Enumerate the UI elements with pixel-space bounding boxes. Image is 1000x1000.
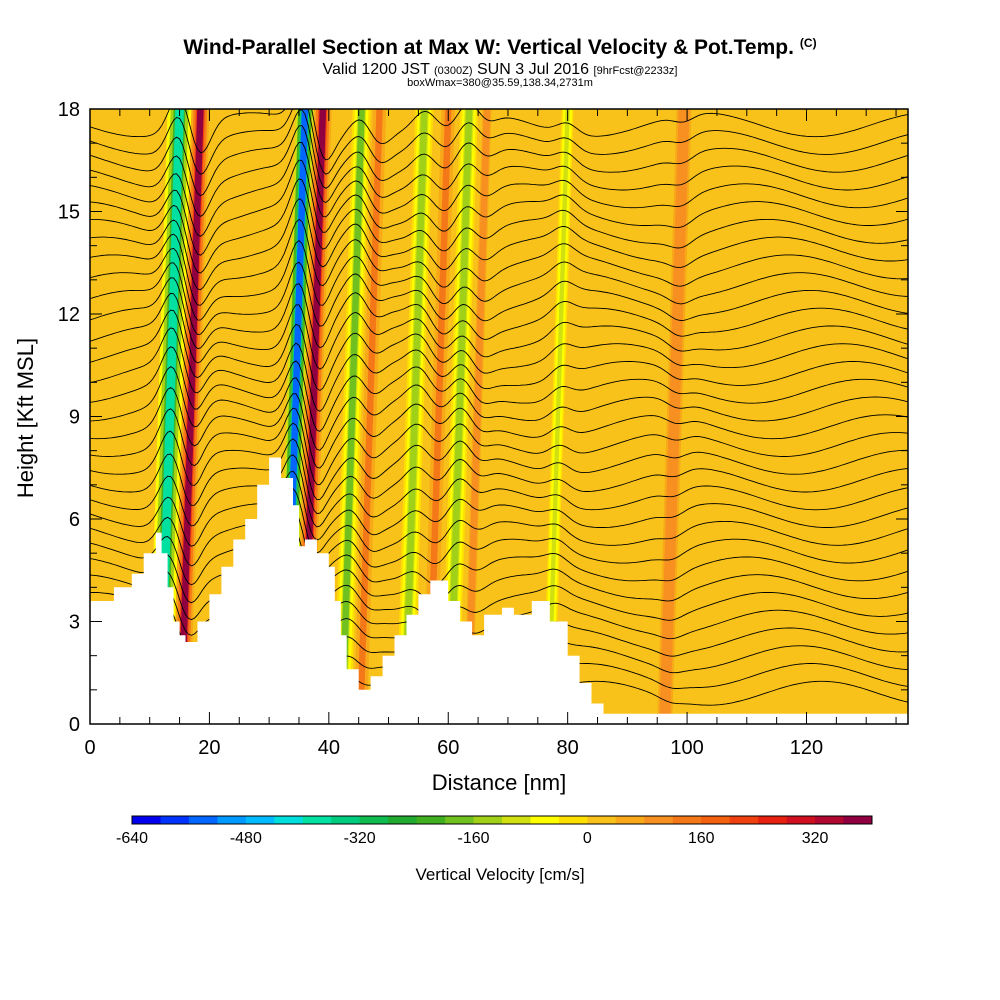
valid-time-line: Valid 1200 JST (0300Z) SUN 3 Jul 2016 [9… [0, 61, 1000, 79]
colorbar-swatch [701, 816, 731, 824]
velocity-core [177, 109, 204, 724]
colorbar-swatch [558, 816, 588, 824]
colorbar-swatch [132, 816, 161, 824]
x-tick-label: 100 [670, 737, 703, 759]
theta-contour [90, 346, 908, 432]
colorbar-swatch [843, 816, 873, 824]
valid-time-main: Valid 1200 JST [322, 61, 430, 78]
theta-contour [90, 109, 908, 175]
terrain-profile [90, 457, 908, 724]
colorbar-label: 160 [688, 830, 715, 847]
colorbar-swatch [473, 816, 503, 824]
theta-contour [90, 292, 908, 370]
axes: 0 20 40 60 80 100 120 0 3 6 9 12 15 18 [58, 99, 908, 759]
colorbar-swatch [359, 816, 389, 824]
colorbar-frame [131, 815, 873, 825]
velocity-core [446, 109, 473, 724]
chart-title-text: Wind-Parallel Section at Max W: Vertical… [183, 36, 794, 59]
y-axis-title: Height [Kft MSL] [13, 338, 38, 498]
colorbar-swatch [530, 816, 560, 824]
valid-time-utc: (0300Z) [434, 65, 473, 77]
colorbar-swatch [331, 816, 361, 824]
theta-contour [90, 125, 908, 217]
y-tick-label: 3 [69, 612, 80, 634]
colorbar-swatch [672, 816, 702, 824]
colorbar-swatch [587, 816, 617, 824]
colorbar-swatch [217, 816, 247, 824]
theta-contour [90, 277, 908, 350]
colorbar-label: -480 [230, 830, 262, 847]
theta-contour [90, 488, 908, 567]
colorbar-label: 0 [583, 830, 592, 847]
velocity-core [546, 109, 570, 724]
velocity-core [357, 109, 383, 724]
colorbar-label: 320 [802, 830, 829, 847]
x-tick-label: 20 [198, 737, 220, 759]
colorbar-swatch [758, 816, 788, 824]
theta-contour [90, 109, 908, 161]
theta-contour [90, 141, 908, 237]
colorbar-label: -160 [458, 830, 490, 847]
theta-contour [90, 506, 908, 586]
y-tick-label: 15 [58, 202, 80, 224]
x-tick-label: 60 [437, 737, 459, 759]
velocity-core [425, 109, 452, 724]
x-tick-label: 80 [557, 737, 579, 759]
theta-contour [90, 454, 908, 528]
terrain-mask [90, 457, 908, 724]
theta-contour [90, 470, 908, 547]
velocity-core [659, 109, 690, 724]
theta-contour [90, 218, 908, 306]
colorbar-swatch [388, 816, 418, 824]
theta-contour [90, 438, 908, 515]
colorbar-swatch [644, 816, 674, 824]
y-tick-label: 18 [58, 99, 80, 121]
colorbar-swatch [302, 816, 332, 824]
colorbar-label: -640 [116, 830, 148, 847]
theta-contour [90, 240, 908, 321]
copyright-mark: (C) [799, 36, 817, 50]
theta-contour [90, 422, 908, 501]
x-tick-label: 40 [318, 737, 340, 759]
colorbar: -640 -480 -320 -160 0 160 320 [116, 815, 873, 847]
theta-contour [90, 386, 908, 469]
colorbar-label: -320 [344, 830, 376, 847]
y-tick-label: 6 [69, 509, 80, 531]
box-max-info: boxWmax=380@35.59,138.34,2731m [407, 77, 593, 89]
colorbar-swatch [615, 816, 645, 824]
y-tick-label: 12 [58, 304, 80, 326]
colorbar-title: Vertical Velocity [cm/s] [415, 865, 584, 884]
theta-contour [90, 198, 908, 291]
theta-contour [90, 366, 908, 451]
colorbar-swatch [445, 816, 475, 824]
x-tick-label: 120 [790, 737, 823, 759]
velocity-core [464, 109, 491, 724]
colorbar-swatch [188, 816, 218, 824]
chart-title: Wind-Parallel Section at Max W: Vertical… [0, 36, 1000, 60]
colorbar-swatch [815, 816, 845, 824]
theta-contour [90, 327, 908, 412]
valid-date: SUN 3 Jul 2016 [477, 61, 590, 78]
theta-contour [90, 109, 908, 197]
colorbar-swatch [274, 816, 304, 824]
x-axis-title: Distance [nm] [432, 770, 567, 795]
y-tick-label: 9 [69, 407, 80, 429]
theta-contour [90, 407, 908, 486]
colorbar-swatch [786, 816, 816, 824]
y-tick-label: 0 [69, 714, 80, 736]
theta-contour [90, 159, 908, 256]
colorbar-swatch [160, 816, 190, 824]
theta-contour [90, 309, 908, 392]
forecast-info: [9hrFcst@2233z] [593, 65, 678, 77]
theta-contour [90, 261, 908, 335]
colorbar-swatch [729, 816, 759, 824]
colorbar-swatch [502, 816, 531, 824]
colorbar-swatch [245, 816, 275, 824]
colorbar-swatch [416, 816, 446, 824]
x-tick-label: 0 [84, 737, 95, 759]
theta-contour [90, 178, 908, 274]
